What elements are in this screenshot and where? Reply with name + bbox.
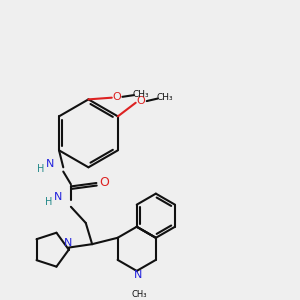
Text: O: O [99, 176, 109, 189]
Text: CH₃: CH₃ [156, 93, 173, 102]
Text: N: N [46, 159, 55, 169]
Text: H: H [38, 164, 45, 174]
Text: O: O [112, 92, 121, 102]
Text: O: O [137, 96, 146, 106]
Text: H: H [45, 197, 52, 207]
Text: N: N [54, 193, 62, 202]
Text: N: N [134, 270, 142, 280]
Text: CH₃: CH₃ [132, 90, 149, 99]
Text: CH₃: CH₃ [132, 290, 148, 299]
Text: N: N [64, 238, 72, 248]
